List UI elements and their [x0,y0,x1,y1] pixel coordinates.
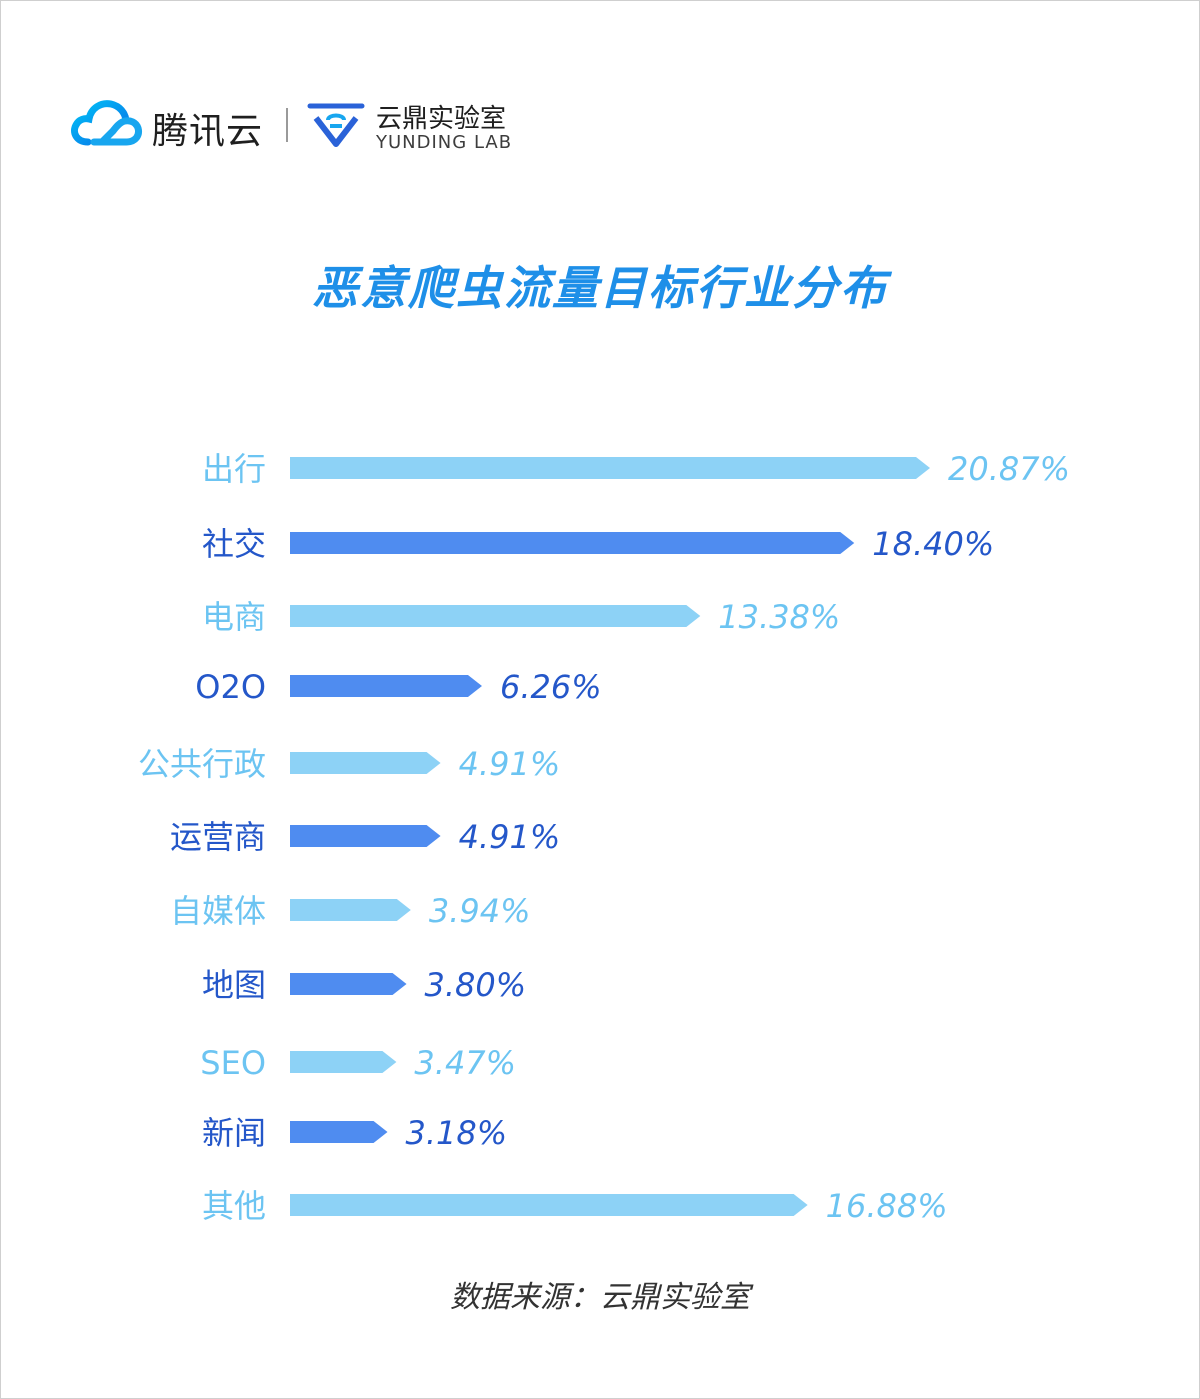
bar [290,752,441,774]
bar [290,899,411,921]
bar-row-3: O2O 6.26% [195,668,601,706]
category-label: O2O [195,668,266,706]
bar [290,1194,808,1216]
bar [290,675,482,697]
value-label: 6.26% [500,668,602,706]
chart-title: 恶意爬虫流量目标行业分布 [312,261,888,315]
bar [290,605,701,627]
bar [290,1051,397,1073]
bar [290,457,930,479]
bar-row-4: 公共行政 4.91% [138,745,560,783]
yunding-lab-name: 云鼎实验室 [376,104,507,134]
value-label: 4.91% [459,818,561,856]
bar-row-0: 出行 20.87% [202,450,1070,488]
bar-row-1: 社交 18.40% [202,525,994,563]
yunding-lab-english: YUNDING LAB [376,132,513,153]
value-label: 16.88% [826,1187,948,1225]
cloud-logo-icon [71,100,142,146]
bar-row-6: 自媒体 3.94% [170,892,530,930]
bar [290,973,407,995]
category-label: 出行 [202,450,266,488]
category-label: 新闻 [202,1114,266,1152]
bar-row-2: 电商 13.38% [202,598,840,636]
yunding-logo-icon [307,103,365,147]
category-label: 运营商 [170,818,266,856]
data-source-note: 数据来源：云鼎实验室 [450,1280,750,1315]
category-label: 社交 [202,525,266,563]
tencent-cloud-name: 腾讯云 [152,111,264,152]
category-label: 电商 [202,598,266,636]
bar-row-5: 运营商 4.91% [170,818,560,856]
bar-row-9: 新闻 3.18% [202,1114,507,1152]
bar-row-7: 地图 3.80% [202,966,526,1004]
category-label: 公共行政 [138,745,266,783]
value-label: 4.91% [459,745,561,783]
value-label: 3.80% [425,966,527,1004]
value-label: 20.87% [948,450,1070,488]
category-label: 其他 [202,1187,266,1225]
bar [290,532,855,554]
bar [290,825,441,847]
value-label: 3.47% [414,1044,516,1082]
category-label: 自媒体 [170,892,266,930]
bar-chart: 出行 20.87% 社交 18.40% 电商 13.38% O2O 6.26% 公共行政 4.91… [138,450,1070,1225]
value-label: 3.94% [429,892,531,930]
category-label: SEO [200,1044,266,1082]
value-label: 13.38% [718,598,840,636]
category-label: 地图 [202,966,266,1004]
value-label: 18.40% [872,525,994,563]
logo-divider [286,108,288,142]
bar-row-8: SEO 3.47% [200,1044,516,1082]
bar-row-10: 其他 16.88% [202,1187,948,1225]
bar [290,1121,388,1143]
value-label: 3.18% [406,1114,508,1152]
